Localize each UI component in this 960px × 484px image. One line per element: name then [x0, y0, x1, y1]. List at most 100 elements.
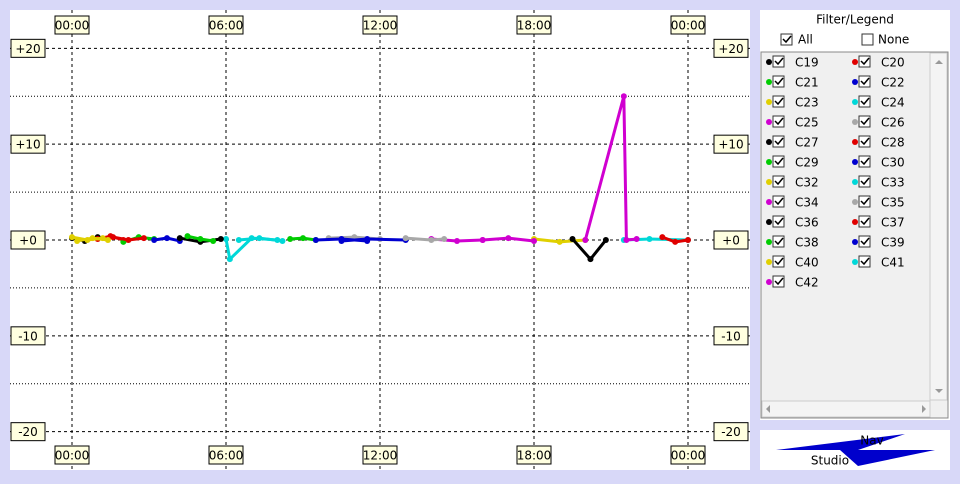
legend-label[interactable]: C37 [881, 216, 905, 230]
data-point [479, 237, 486, 243]
hscrollbar[interactable] [761, 400, 931, 418]
legend-checkbox[interactable] [772, 95, 785, 108]
check [774, 137, 784, 146]
legend-checkbox[interactable] [858, 155, 871, 168]
legend-label[interactable]: C25 [795, 116, 819, 130]
all-label[interactable]: All [798, 33, 813, 47]
legend-checkbox[interactable] [772, 55, 785, 68]
legend-checkbox[interactable] [858, 235, 871, 248]
legend-swatch [852, 199, 858, 205]
legend-label[interactable]: C33 [881, 176, 905, 190]
legend-swatch [766, 139, 772, 145]
data-point [104, 237, 111, 243]
data-point [402, 235, 409, 242]
series-line [583, 95, 637, 242]
legend-label[interactable]: C34 [795, 196, 819, 210]
legend-checkbox[interactable] [772, 215, 785, 228]
legend-label[interactable]: C21 [795, 76, 819, 90]
tick-label-box [713, 38, 749, 58]
legend-checkbox[interactable] [772, 235, 785, 248]
data-point [569, 236, 576, 243]
tick-label: 00:00 [55, 19, 90, 33]
legend-label[interactable]: C19 [795, 56, 819, 70]
data-point [602, 237, 609, 243]
legend-label[interactable]: C32 [795, 176, 819, 190]
legend-label[interactable]: C36 [795, 216, 819, 230]
check [860, 257, 870, 266]
legend-swatch [852, 59, 858, 65]
legend-swatch [852, 259, 858, 265]
tick-label-box [362, 445, 398, 465]
check [774, 197, 784, 206]
scroll-down[interactable] [935, 389, 943, 393]
legend-label[interactable]: C40 [795, 256, 819, 270]
tick-label: +20 [15, 42, 40, 56]
legend-checkbox[interactable] [858, 255, 871, 268]
legend-checkbox[interactable] [772, 75, 785, 88]
all-checkbox[interactable] [780, 33, 793, 46]
legend-swatch [852, 119, 858, 125]
legend-label[interactable]: C24 [881, 96, 905, 110]
legend-checkbox[interactable] [772, 135, 785, 148]
data-point [184, 233, 191, 240]
legend-checkbox[interactable] [858, 95, 871, 108]
scrollbar[interactable] [929, 52, 948, 401]
legend-label[interactable]: C39 [881, 236, 905, 250]
legend-checkbox[interactable] [858, 115, 871, 128]
tick-label-box [713, 230, 749, 250]
legend-label[interactable]: C29 [795, 156, 819, 170]
data-point [582, 237, 589, 243]
legend-label[interactable]: C22 [881, 76, 905, 90]
legend-swatch [852, 139, 858, 145]
check [860, 177, 870, 186]
legend-swatch [766, 119, 772, 125]
tick-label: 00:00 [671, 19, 706, 33]
tick-label-box [516, 15, 552, 35]
legend-checkbox[interactable] [772, 175, 785, 188]
legend-checkbox[interactable] [772, 275, 785, 288]
check [774, 177, 784, 186]
legend-label[interactable]: C26 [881, 116, 905, 130]
data-point [125, 237, 132, 243]
data-point [140, 235, 147, 242]
none-label[interactable]: None [878, 33, 909, 47]
legend-label[interactable]: C35 [881, 196, 905, 210]
legend-checkbox[interactable] [772, 155, 785, 168]
legend-checkbox[interactable] [858, 75, 871, 88]
legend-checkbox[interactable] [858, 215, 871, 228]
legend-checkbox[interactable] [858, 55, 871, 68]
data-point [163, 235, 170, 242]
none-checkbox[interactable] [861, 33, 874, 46]
check [774, 237, 784, 246]
legend-label[interactable]: C28 [881, 136, 905, 150]
tick-label: +0 [19, 234, 37, 248]
legend-checkbox[interactable] [772, 255, 785, 268]
check [860, 117, 870, 126]
check [860, 197, 870, 206]
data-point [89, 235, 96, 242]
legend-checkbox[interactable] [858, 135, 871, 148]
legend-label[interactable]: C27 [795, 136, 819, 150]
legend-label[interactable]: C20 [881, 56, 905, 70]
scroll-up[interactable] [935, 60, 943, 64]
legend-label[interactable]: C38 [795, 236, 819, 250]
data-point [454, 237, 460, 244]
legend-label[interactable]: C41 [881, 256, 905, 270]
legend-label[interactable]: C30 [881, 156, 905, 170]
legend-checkbox[interactable] [772, 115, 785, 128]
legend-checkbox[interactable] [858, 195, 871, 208]
legend-checkbox[interactable] [772, 195, 785, 208]
tick-label-box [713, 422, 749, 442]
logo-top: Nav [860, 434, 883, 448]
check [774, 257, 784, 266]
data-point [441, 236, 448, 243]
legend-label[interactable]: C23 [795, 96, 819, 110]
legend-checkbox[interactable] [858, 175, 871, 188]
legend-label[interactable]: C42 [795, 276, 819, 290]
check [774, 217, 784, 226]
data-point [556, 238, 563, 245]
check [860, 137, 870, 146]
legend-list [760, 51, 949, 419]
tick-label: 18:00 [517, 449, 552, 463]
